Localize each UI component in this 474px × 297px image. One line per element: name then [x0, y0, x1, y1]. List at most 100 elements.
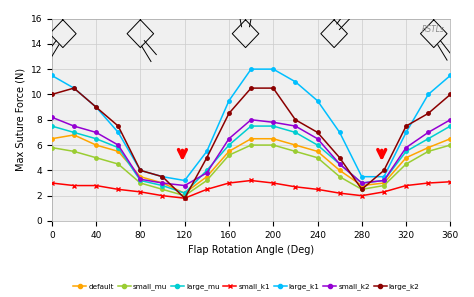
large_mu	[226, 143, 232, 147]
default	[315, 150, 320, 153]
small_mu	[425, 150, 431, 153]
small_mu	[359, 188, 365, 191]
large_k2	[115, 124, 121, 128]
large_k2	[93, 105, 99, 109]
small_k2	[115, 143, 121, 147]
small_k1	[315, 188, 320, 191]
small_k1	[447, 180, 453, 184]
small_mu	[381, 184, 387, 187]
default	[115, 150, 121, 153]
large_k1	[337, 131, 343, 134]
small_mu	[115, 162, 121, 166]
large_k1	[447, 74, 453, 77]
large_mu	[71, 131, 77, 134]
small_k2	[447, 118, 453, 121]
small_k2	[93, 131, 99, 134]
small_mu	[226, 153, 232, 157]
small_k2	[425, 131, 431, 134]
small_mu	[204, 179, 210, 182]
small_k2	[248, 118, 254, 121]
large_mu	[182, 191, 188, 195]
small_mu	[447, 143, 453, 147]
default	[226, 150, 232, 153]
default	[447, 137, 453, 140]
large_mu	[337, 162, 343, 166]
default	[182, 191, 188, 195]
small_k1	[270, 181, 276, 185]
large_k2	[160, 175, 165, 178]
default	[425, 146, 431, 149]
X-axis label: Flap Rotation Angle (Deg): Flap Rotation Angle (Deg)	[188, 245, 314, 255]
small_k2	[270, 121, 276, 124]
small_k1	[226, 181, 232, 185]
Line: small_mu: small_mu	[50, 143, 452, 198]
large_mu	[381, 179, 387, 182]
small_k1	[182, 196, 188, 200]
small_mu	[182, 194, 188, 198]
large_k1	[425, 93, 431, 96]
large_k2	[359, 188, 365, 191]
large_k1	[204, 150, 210, 153]
large_k1	[226, 99, 232, 102]
small_k2	[315, 137, 320, 140]
default	[403, 156, 409, 159]
Line: large_k1: large_k1	[50, 67, 452, 182]
small_k1	[93, 184, 99, 187]
Line: small_k2: small_k2	[50, 116, 452, 187]
small_k1	[425, 181, 431, 185]
default	[49, 137, 55, 140]
large_k1	[137, 169, 143, 172]
small_k1	[49, 181, 55, 185]
small_k2	[359, 181, 365, 185]
large_mu	[137, 179, 143, 182]
large_k1	[49, 74, 55, 77]
Text: RSTLs: RSTLs	[421, 25, 445, 34]
Line: large_mu: large_mu	[50, 124, 452, 195]
small_mu	[315, 156, 320, 159]
small_k1	[292, 185, 298, 189]
default	[381, 181, 387, 185]
default	[270, 137, 276, 140]
small_k1	[337, 191, 343, 195]
large_mu	[49, 124, 55, 128]
small_k2	[204, 171, 210, 175]
large_mu	[425, 137, 431, 140]
small_mu	[292, 150, 298, 153]
small_k2	[71, 124, 77, 128]
large_k2	[337, 156, 343, 159]
large_k2	[204, 156, 210, 159]
small_mu	[337, 175, 343, 178]
small_k2	[49, 116, 55, 119]
small_mu	[160, 188, 165, 191]
small_k1	[403, 184, 409, 187]
large_mu	[292, 131, 298, 134]
default	[204, 175, 210, 178]
large_k2	[71, 86, 77, 90]
large_k2	[403, 124, 409, 128]
small_k2	[337, 162, 343, 166]
small_k2	[182, 184, 188, 187]
small_k2	[403, 146, 409, 149]
large_mu	[248, 124, 254, 128]
large_k1	[182, 179, 188, 182]
large_k2	[292, 118, 298, 121]
large_mu	[115, 146, 121, 149]
Y-axis label: Max Suture Force (N): Max Suture Force (N)	[15, 68, 25, 171]
default	[292, 143, 298, 147]
small_k1	[115, 188, 121, 191]
large_k2	[248, 86, 254, 90]
small_mu	[49, 146, 55, 149]
large_k1	[270, 67, 276, 71]
large_mu	[93, 137, 99, 140]
large_k1	[93, 105, 99, 109]
large_k2	[425, 112, 431, 115]
default	[359, 184, 365, 187]
large_mu	[160, 184, 165, 187]
default	[137, 175, 143, 178]
large_k2	[381, 169, 387, 172]
Line: default: default	[50, 133, 452, 195]
large_mu	[359, 181, 365, 185]
default	[248, 137, 254, 140]
small_k1	[204, 188, 210, 191]
Legend: default, small_mu, large_mu, small_k1, large_k1, small_k2, large_k2: default, small_mu, large_mu, small_k1, l…	[71, 281, 422, 293]
